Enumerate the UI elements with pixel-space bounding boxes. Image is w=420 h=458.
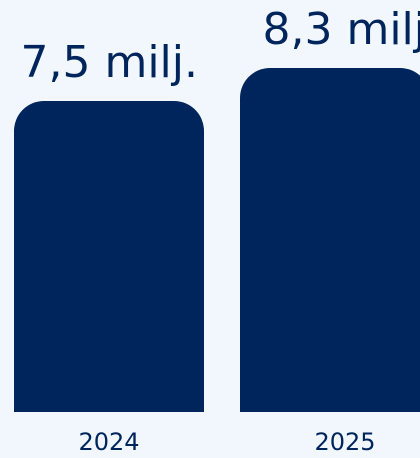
value-label-2025: 8,3 milj. bbox=[262, 3, 420, 55]
bar-2025 bbox=[240, 67, 420, 412]
category-label-2024: 2024 bbox=[78, 428, 140, 456]
category-label-2025: 2025 bbox=[314, 428, 376, 456]
bar-2024 bbox=[14, 101, 204, 412]
value-label-2024: 7,5 milj. bbox=[20, 37, 198, 88]
